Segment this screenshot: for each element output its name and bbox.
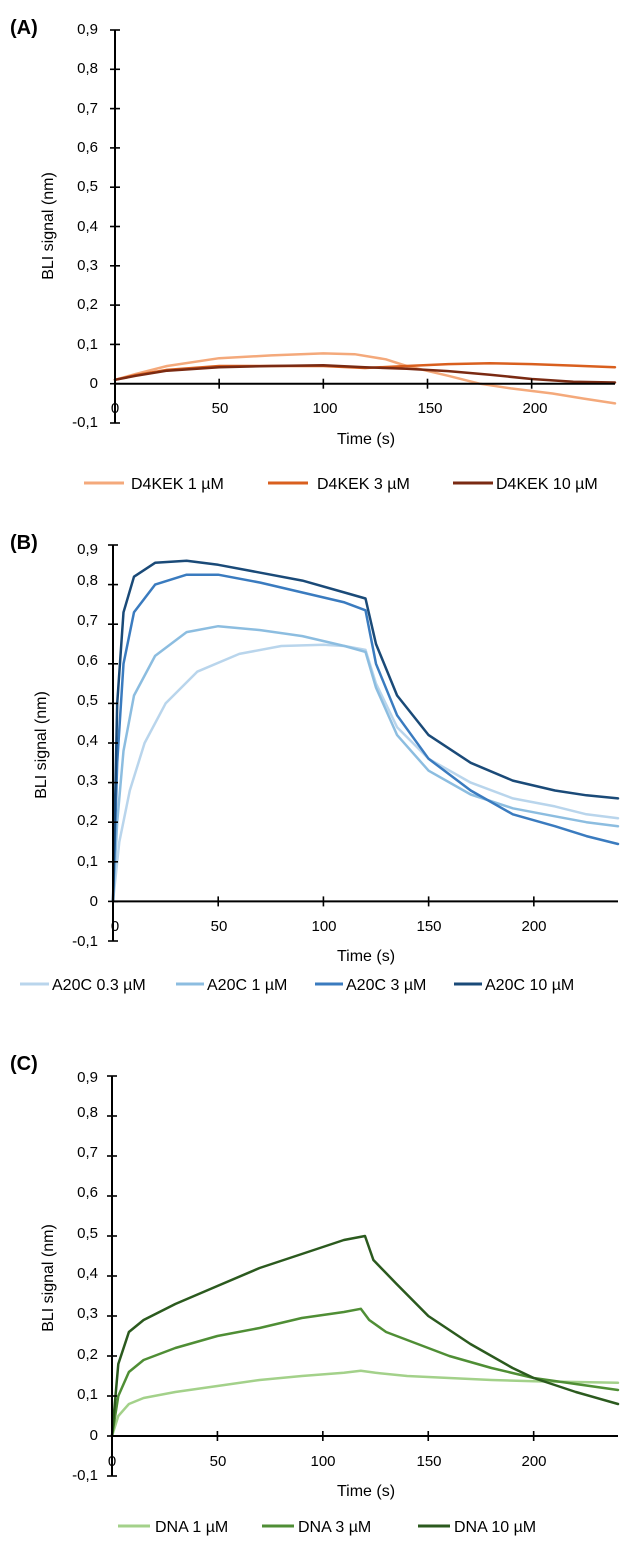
- y-tick-label: 0,3: [77, 772, 98, 789]
- series-line-2: [113, 362, 617, 382]
- x-tick-label: 100: [312, 400, 337, 417]
- y-tick-label: 0,4: [77, 732, 98, 749]
- y-tick-label: 0,8: [77, 572, 98, 589]
- y-tick-label: 0,1: [77, 853, 98, 870]
- y-tick-label: -0,1: [72, 1467, 98, 1484]
- y-tick-label: 0,3: [77, 1305, 98, 1322]
- y-tick-label: 0,6: [77, 1184, 98, 1201]
- x-tick-label: 150: [416, 1453, 441, 1470]
- panel-a-y-axis-title: BLI signal (nm): [40, 172, 57, 280]
- y-tick-label: 0,9: [77, 21, 98, 38]
- legend-entry: DNA 3 µM: [298, 1519, 371, 1536]
- panel-a-x-tick-labels: 0 50 100 150 200: [111, 400, 548, 417]
- panel-b-y-axis-title: BLI signal (nm): [33, 691, 50, 799]
- legend-entry: D4KEK 1 µM: [131, 476, 224, 493]
- panel-b: (B) -0,1 0 0,1 0,2 0,3 0,4 0,5 0,6 0,7 0…: [10, 532, 620, 994]
- y-tick-label: 0,5: [77, 178, 98, 195]
- y-tick-label: 0: [90, 375, 98, 392]
- panel-b-x-tick-labels: 0 50 100 150 200: [111, 918, 547, 935]
- y-tick-label: 0,2: [77, 1346, 98, 1363]
- panel-b-x-axis-title: Time (s): [337, 948, 395, 965]
- series-line-4: [111, 559, 620, 903]
- series-line-3: [111, 573, 620, 903]
- panel-b-plot-area: [111, 559, 620, 903]
- legend-entry: A20C 10 µM: [485, 977, 574, 994]
- legend-entry: DNA 10 µM: [454, 1519, 536, 1536]
- x-tick-label: 200: [521, 1453, 546, 1470]
- series-line-1: [110, 1369, 620, 1438]
- panel-c-legend: DNA 1 µM DNA 3 µM DNA 10 µM: [118, 1519, 536, 1536]
- panel-c-y-tick-labels: -0,1 0 0,1 0,2 0,3 0,4 0,5 0,6 0,7 0,8 0…: [72, 1069, 98, 1484]
- series-line-2: [110, 1307, 620, 1438]
- x-tick-label: 200: [521, 918, 546, 935]
- panel-b-label: (B): [10, 532, 38, 554]
- x-tick-label: 150: [416, 918, 441, 935]
- panel-c: (C) -0,1 0 0,1 0,2 0,3 0,4 0,5 0,6 0,7 0…: [10, 1053, 620, 1536]
- panel-b-legend: A20C 0.3 µM A20C 1 µM A20C 3 µM A20C 10 …: [20, 977, 574, 994]
- legend-entry: DNA 1 µM: [155, 1519, 228, 1536]
- panel-a-legend: D4KEK 1 µM D4KEK 3 µM D4KEK 10 µM: [84, 476, 598, 493]
- panel-c-plot-area: [110, 1234, 620, 1438]
- y-tick-label: 0,4: [77, 218, 98, 235]
- panel-c-y-axis-title: BLI signal (nm): [40, 1224, 57, 1332]
- y-tick-label: 0,4: [77, 1265, 98, 1282]
- y-tick-label: 0,6: [77, 139, 98, 156]
- panel-a-plot-area: [113, 352, 617, 405]
- panel-a: (A) -0,1 0 0,1 0,2 0,3 0,4 0,5 0,6 0,7 0…: [10, 17, 617, 493]
- y-tick-label: 0,2: [77, 812, 98, 829]
- panel-b-y-tick-labels: -0,1 0 0,1 0,2 0,3 0,4 0,5 0,6 0,7 0,8 0…: [72, 541, 98, 950]
- legend-entry: D4KEK 3 µM: [317, 476, 410, 493]
- y-tick-label: 0,6: [77, 652, 98, 669]
- y-tick-label: 0,8: [77, 1104, 98, 1121]
- y-tick-label: 0: [90, 1427, 98, 1444]
- legend-entry: A20C 0.3 µM: [52, 977, 146, 994]
- panel-c-x-tick-labels: 0 50 100 150 200: [108, 1453, 547, 1470]
- panel-a-label: (A): [10, 17, 38, 39]
- y-tick-label: 0,3: [77, 257, 98, 274]
- x-tick-label: 0: [111, 918, 119, 935]
- x-tick-label: 50: [210, 1453, 227, 1470]
- y-tick-label: 0,1: [77, 336, 98, 353]
- legend-entry: A20C 1 µM: [207, 977, 287, 994]
- y-tick-label: 0,8: [77, 60, 98, 77]
- x-tick-label: 150: [417, 400, 442, 417]
- y-tick-label: 0,2: [77, 296, 98, 313]
- series-line-2: [111, 624, 620, 903]
- y-tick-label: 0,9: [77, 541, 98, 558]
- y-tick-label: 0,1: [77, 1386, 98, 1403]
- x-tick-label: 100: [311, 918, 336, 935]
- panel-a-y-tick-labels: -0,1 0 0,1 0,2 0,3 0,4 0,5 0,6 0,7 0,8 0…: [72, 21, 98, 431]
- y-tick-label: 0,5: [77, 1225, 98, 1242]
- y-tick-label: -0,1: [72, 933, 98, 950]
- x-tick-label: 200: [522, 400, 547, 417]
- y-tick-label: 0,7: [77, 612, 98, 629]
- y-tick-label: -0,1: [72, 414, 98, 431]
- x-tick-label: 50: [212, 400, 229, 417]
- panel-a-axes: [110, 29, 615, 424]
- panel-c-axes: [107, 1075, 618, 1477]
- legend-entry: A20C 3 µM: [346, 977, 426, 994]
- series-line-1: [113, 352, 617, 405]
- panel-c-label: (C): [10, 1053, 38, 1075]
- y-tick-label: 0,9: [77, 1069, 98, 1086]
- y-tick-label: 0: [90, 893, 98, 910]
- y-tick-label: 0,7: [77, 100, 98, 117]
- panel-c-x-axis-title: Time (s): [337, 1483, 395, 1500]
- x-tick-label: 50: [211, 918, 228, 935]
- y-tick-label: 0,7: [77, 1144, 98, 1161]
- panel-b-axes: [108, 544, 618, 942]
- series-line-1: [111, 643, 620, 903]
- x-tick-label: 100: [310, 1453, 335, 1470]
- series-line-3: [110, 1234, 620, 1438]
- panel-a-x-axis-title: Time (s): [337, 431, 395, 448]
- legend-entry: D4KEK 10 µM: [496, 476, 598, 493]
- y-tick-label: 0,5: [77, 692, 98, 709]
